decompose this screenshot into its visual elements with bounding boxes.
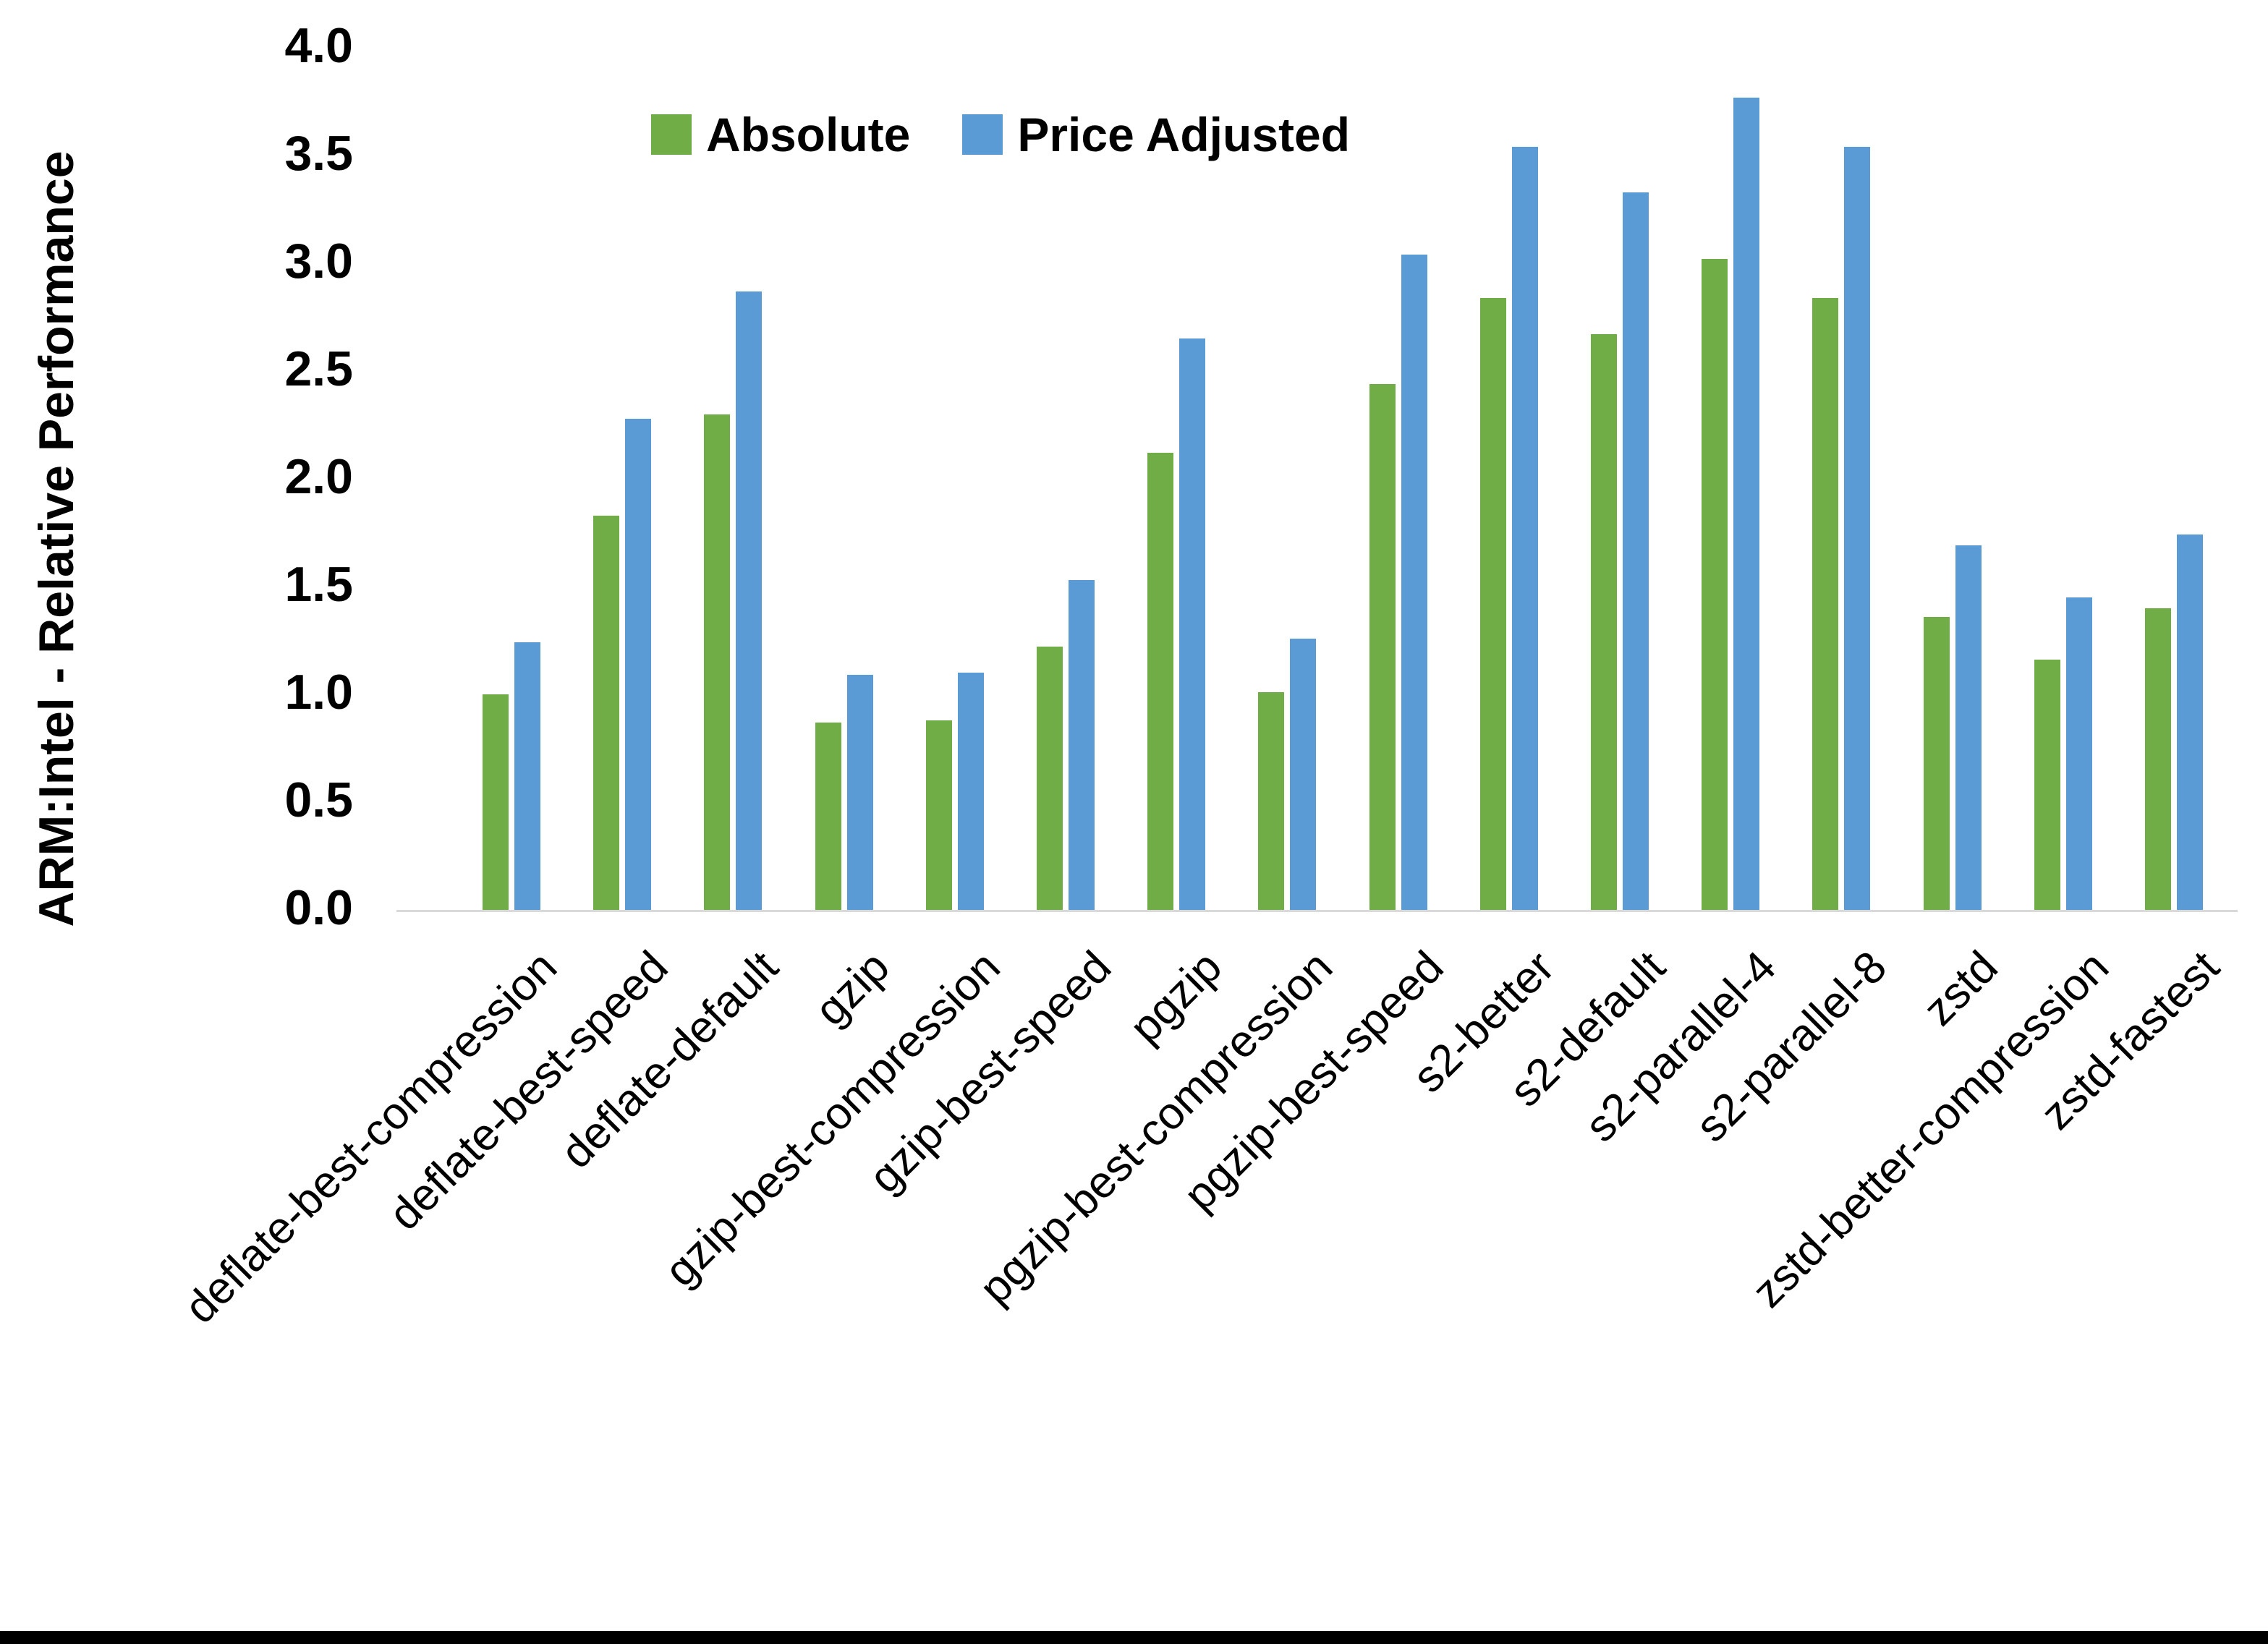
bar-price-adjusted-pgzip xyxy=(1179,338,1206,910)
y-tick-label-1.5: 1.5 xyxy=(284,557,353,612)
bar-absolute-pgzip-best-compression xyxy=(1258,692,1285,910)
legend-swatch-absolute-icon xyxy=(651,114,692,155)
y-tick-label-0.5: 0.5 xyxy=(284,772,353,827)
bar-absolute-gzip-best-compression xyxy=(925,720,952,910)
bar-price-adjusted-gzip xyxy=(846,675,873,910)
bar-price-adjusted-zstd-fastest xyxy=(2177,534,2203,910)
bar-absolute-deflate-default xyxy=(704,414,731,910)
y-tick-label-4.0: 4.0 xyxy=(284,18,353,73)
bar-price-adjusted-zstd xyxy=(1955,545,1982,910)
y-tick-label-2.5: 2.5 xyxy=(284,341,353,396)
y-tick-label-3.5: 3.5 xyxy=(284,126,353,181)
y-tick-label-0.0: 0.0 xyxy=(284,880,353,935)
bar-absolute-deflate-best-compression xyxy=(483,694,509,910)
bar-price-adjusted-pgzip-best-compression xyxy=(1290,638,1317,910)
bar-absolute-pgzip xyxy=(1147,453,1174,910)
bar-absolute-s2-parallel-4 xyxy=(1702,259,1728,910)
y-tick-label-2.0: 2.0 xyxy=(284,449,353,504)
legend-label-price-adjusted: Price Adjusted xyxy=(1017,108,1351,161)
bar-absolute-s2-default xyxy=(1591,334,1617,910)
bar-absolute-zstd-fastest xyxy=(2145,608,2171,910)
bar-price-adjusted-deflate-default xyxy=(736,291,763,910)
bar-price-adjusted-gzip-best-compression xyxy=(957,673,984,910)
x-axis-baseline xyxy=(396,910,2238,912)
bar-price-adjusted-s2-parallel-8 xyxy=(1844,147,1871,910)
bar-absolute-pgzip-best-speed xyxy=(1369,383,1396,910)
bar-price-adjusted-s2-default xyxy=(1623,192,1649,910)
bar-absolute-s2-parallel-8 xyxy=(1812,297,1839,910)
bar-price-adjusted-gzip-best-speed xyxy=(1069,580,1095,910)
bar-price-adjusted-zstd-better-compression xyxy=(2065,597,2092,910)
bar-price-adjusted-s2-parallel-4 xyxy=(1733,97,1760,910)
bottom-border-line xyxy=(0,1631,2268,1644)
legend-item-price-adjusted: Price Adjusted xyxy=(962,107,1350,162)
bar-price-adjusted-deflate-best-speed xyxy=(625,418,652,910)
bar-absolute-zstd xyxy=(1923,616,1950,910)
y-tick-label-3.0: 3.0 xyxy=(284,234,353,289)
legend-swatch-price-adjusted-icon xyxy=(962,114,1003,155)
legend: Absolute Price Adjusted xyxy=(651,107,1350,162)
bar-absolute-s2-better xyxy=(1479,297,1506,910)
x-category-label-gzip: gzip xyxy=(805,942,899,1036)
bar-price-adjusted-pgzip-best-speed xyxy=(1401,255,1427,910)
bar-price-adjusted-s2-better xyxy=(1511,147,1538,910)
y-tick-label-1.0: 1.0 xyxy=(284,665,353,720)
x-category-label-zstd: zstd xyxy=(1914,942,2008,1036)
legend-item-absolute: Absolute xyxy=(651,107,910,162)
bar-price-adjusted-deflate-best-compression xyxy=(514,642,540,910)
legend-label-absolute: Absolute xyxy=(706,108,911,161)
bar-absolute-zstd-better-compression xyxy=(2034,660,2060,910)
bar-absolute-gzip xyxy=(815,722,841,910)
bar-absolute-deflate-best-speed xyxy=(593,515,620,910)
bar-absolute-gzip-best-speed xyxy=(1037,647,1063,910)
